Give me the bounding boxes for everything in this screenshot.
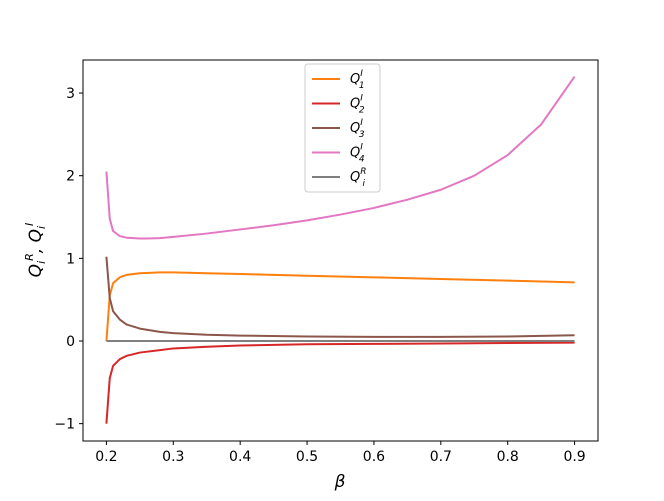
x-axis-ticks: 0.2 0.3 0.4 0.5 0.6 0.7 0.8 0.9: [95, 441, 586, 465]
y-tick-label: 0: [66, 334, 75, 350]
x-tick-label: 0.9: [563, 449, 585, 465]
legend-label-5: QR i: [350, 167, 367, 189]
y-axis-ticks: −1 0 1 2 3: [54, 86, 83, 433]
legend-label-sub: 1: [359, 81, 365, 91]
y-label-part: Q: [26, 264, 46, 277]
legend-label-sup: I: [360, 94, 363, 104]
legend-label-base: Q: [350, 72, 360, 87]
x-tick-label: 0.8: [497, 449, 519, 465]
legend-label-sup: R: [360, 167, 366, 177]
legend-label-base: Q: [350, 146, 360, 161]
legend-label-1: QI 1: [350, 69, 365, 91]
y-tick-label: 1: [66, 251, 75, 267]
x-tick-label: 0.5: [296, 449, 318, 465]
x-tick-label: 0.4: [229, 449, 251, 465]
legend-label-3: QI 3: [350, 118, 365, 140]
legend-label-2: QI 2: [350, 94, 365, 116]
legend-frame: [304, 63, 381, 193]
series-line-2: [105, 341, 575, 424]
legend-label-base: Q: [350, 121, 360, 136]
legend-label-sup: I: [360, 118, 363, 128]
legend-label-base: Q: [350, 97, 360, 112]
legend: QI 1QI 2QI 3QI 4QR i: [304, 63, 381, 193]
series-line-1: [105, 271, 575, 342]
y-axis-label: QiR, QiI: [23, 223, 48, 278]
y-label-part: i: [35, 226, 48, 229]
x-tick-label: 0.2: [95, 449, 117, 465]
x-tick-label: 0.7: [430, 449, 452, 465]
x-tick-label: 0.6: [363, 449, 385, 465]
y-label-part: I: [23, 223, 36, 226]
series-line-3: [105, 256, 575, 338]
series-line-4: [105, 75, 576, 240]
x-tick-label: 0.3: [162, 449, 184, 465]
series-layer: [105, 75, 576, 424]
y-tick-label: 3: [66, 86, 75, 102]
legend-label-base: Q: [350, 170, 360, 185]
legend-label-sup: I: [360, 143, 363, 153]
legend-label-sub: 3: [359, 130, 365, 140]
y-tick-label: −1: [54, 417, 75, 433]
legend-label-4: QI 4: [350, 143, 365, 165]
legend-label-sup: I: [360, 69, 363, 79]
x-axis-label: β: [334, 472, 346, 492]
y-label-part: i: [35, 261, 48, 264]
legend-label-sub: 2: [359, 106, 365, 116]
y-tick-label: 2: [66, 169, 75, 185]
legend-label-sub: i: [363, 179, 366, 189]
y-label-part: R: [23, 253, 36, 261]
legend-label-sub: 4: [359, 155, 365, 165]
y-label-part: , Q: [26, 229, 46, 253]
